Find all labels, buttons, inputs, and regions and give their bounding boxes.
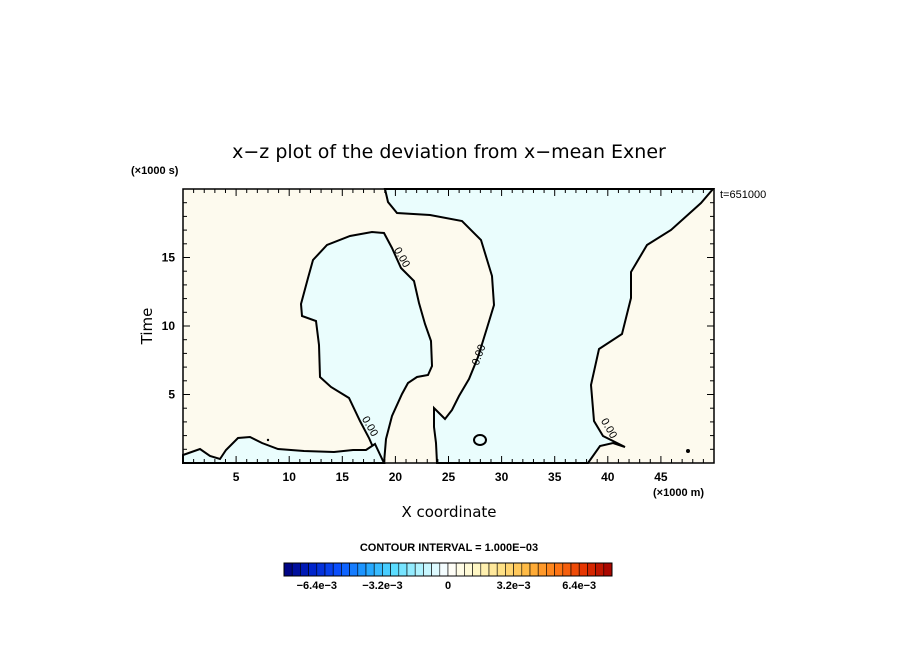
colorbar-bin [373, 562, 383, 577]
colorbar-bin [488, 562, 498, 577]
x-unit-label: (×1000 m) [653, 487, 704, 499]
colorbar-label: −6.4e−3 [297, 580, 337, 592]
colorbar-bin [406, 562, 416, 577]
colorbar-label: 3.2e−3 [497, 580, 531, 592]
small-negative-cell [473, 434, 487, 446]
colorbar-bin [587, 562, 596, 577]
colorbar-bin [316, 562, 326, 577]
time-stamp: t=651000 [720, 189, 766, 201]
colorbar [283, 562, 613, 577]
colorbar-bin [554, 562, 564, 577]
x-tick-label: 10 [283, 470, 297, 484]
y-tick-label: 5 [168, 388, 175, 402]
y-tick-label: 15 [162, 251, 176, 265]
colorbar-bin [291, 562, 301, 577]
colorbar-label: −3.2e−3 [362, 580, 402, 592]
colorbar-bin [578, 562, 588, 577]
contour-dot-left [266, 438, 270, 442]
colorbar-bin [595, 562, 605, 577]
colorbar-bin [529, 562, 539, 577]
colorbar-label: 6.4e−3 [562, 580, 596, 592]
colorbar-bin [505, 562, 514, 577]
colorbar-bin [464, 562, 473, 577]
colorbar-bin [382, 562, 391, 577]
colorbar-bin [423, 562, 432, 577]
x-tick-label: 20 [389, 470, 403, 484]
colorbar-bin [349, 562, 359, 577]
colorbar-bin [562, 562, 572, 577]
colorbar-labels: −6.4e−3 −3.2e−3 0 3.2e−3 6.4e−3 [297, 580, 597, 592]
y-tick-labels: 5 10 15 [162, 251, 176, 402]
colorbar-bin [357, 562, 367, 577]
colorbar-bin [546, 562, 555, 577]
colorbar-frame [283, 562, 613, 577]
y-tick-label: 10 [162, 319, 176, 333]
colorbar-bin [398, 562, 408, 577]
colorbar-bin [537, 562, 547, 577]
chart-title: x−z plot of the deviation from x−mean Ex… [232, 141, 666, 163]
x-tick-label: 40 [601, 470, 615, 484]
contour-interval-text: CONTOUR INTERVAL = 1.000E−03 [360, 542, 538, 554]
contour-dot-right [686, 449, 690, 453]
colorbar-bin [308, 562, 318, 577]
colorbar-label: 0 [445, 580, 451, 592]
colorbar-bin [496, 562, 506, 577]
colorbar-bin [455, 562, 465, 577]
x-tick-label: 35 [548, 470, 562, 484]
colorbar-bin [447, 562, 457, 577]
colorbar-bin [324, 562, 334, 577]
x-tick-label: 45 [654, 470, 668, 484]
x-tick-label: 5 [233, 470, 240, 484]
x-tick-label: 30 [495, 470, 509, 484]
colorbar-bin [439, 562, 449, 577]
x-tick-label: 15 [336, 470, 350, 484]
x-axis-label: X coordinate [401, 503, 496, 521]
x-tick-label: 25 [442, 470, 456, 484]
colorbar-bin [365, 562, 375, 577]
colorbar-bin [603, 562, 613, 577]
x-tick-labels: 5 10 15 20 25 30 35 40 45 [233, 470, 668, 484]
colorbar-bin [414, 562, 424, 577]
colorbar-bin [431, 562, 441, 577]
negative-region-top-center [383, 188, 716, 464]
colorbar-bin [480, 562, 490, 577]
colorbar-bin [300, 562, 309, 577]
negative-region-bottom-left [182, 435, 386, 464]
colorbar-bin [521, 562, 531, 577]
y-unit-label: (×1000 s) [131, 165, 179, 177]
y-axis-label: Time [138, 308, 156, 346]
colorbar-bin [332, 562, 342, 577]
colorbar-bin [570, 562, 580, 577]
colorbar-bin [472, 562, 482, 577]
colorbar-bin [341, 562, 350, 577]
colorbar-bin [513, 562, 523, 577]
axis-ticks [183, 189, 714, 463]
colorbar-bin [390, 562, 400, 577]
colorbar-bin [283, 562, 293, 577]
plot-area: 0.00 0.00 0.00 0.00 [182, 188, 716, 464]
